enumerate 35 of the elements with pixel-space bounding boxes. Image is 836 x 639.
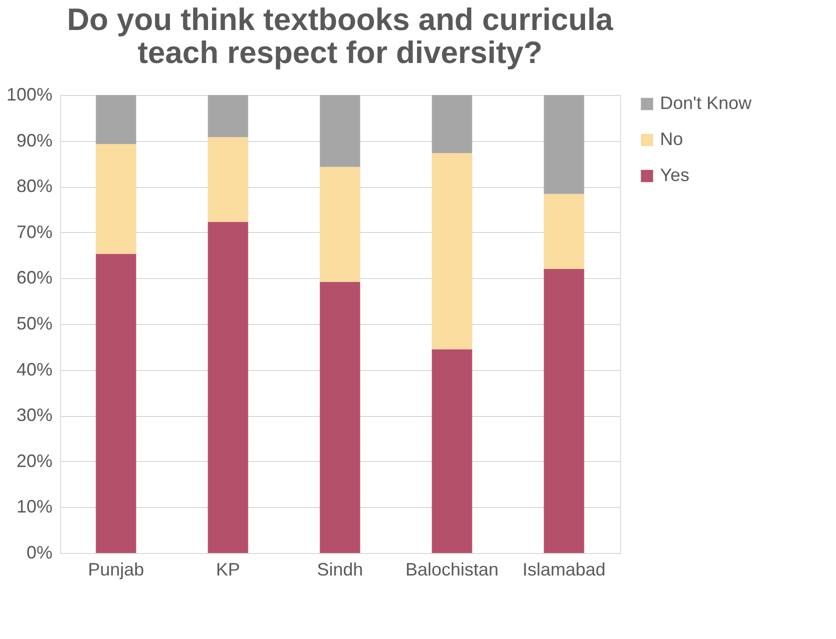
bar [544, 269, 584, 553]
bar [432, 349, 472, 553]
y-tick-label: 30% [16, 405, 52, 426]
x-tick-label: Punjab [88, 560, 144, 580]
bar [96, 254, 136, 553]
y-tick-label: 90% [16, 130, 52, 150]
bar [208, 222, 248, 553]
y-tick-label: 80% [16, 176, 52, 196]
x-tick-label: Islamabad [522, 560, 606, 580]
bar [432, 153, 472, 350]
bar [432, 95, 472, 154]
legend-label: No [660, 129, 684, 149]
x-tick-label: Balochistan [405, 560, 499, 580]
chart-title: Do you think textbooks and curricula teach respect for diversity? [66, 2, 614, 70]
y-tick-label: 60% [16, 268, 52, 288]
y-tick-label: 10% [16, 496, 52, 517]
y-tick-label: 50% [16, 314, 52, 334]
x-tick-label: Sindh [316, 560, 364, 580]
x-tick-label: KP [216, 560, 240, 580]
bar [544, 194, 584, 270]
bar [208, 95, 248, 138]
bar [208, 137, 248, 222]
bar [96, 95, 136, 144]
y-tick-label: 70% [16, 222, 52, 242]
legend-label: Yes [660, 165, 690, 185]
y-tick-label: 0% [26, 542, 52, 562]
bar [320, 166, 360, 282]
y-tick-label: 20% [16, 450, 52, 471]
legend-label: Don't Know [660, 93, 752, 113]
y-tick-label: 40% [16, 359, 52, 380]
bar [96, 144, 136, 254]
y-tick-label: 100% [6, 84, 52, 104]
bar [320, 282, 360, 553]
bar [544, 95, 584, 194]
bar [320, 95, 360, 167]
